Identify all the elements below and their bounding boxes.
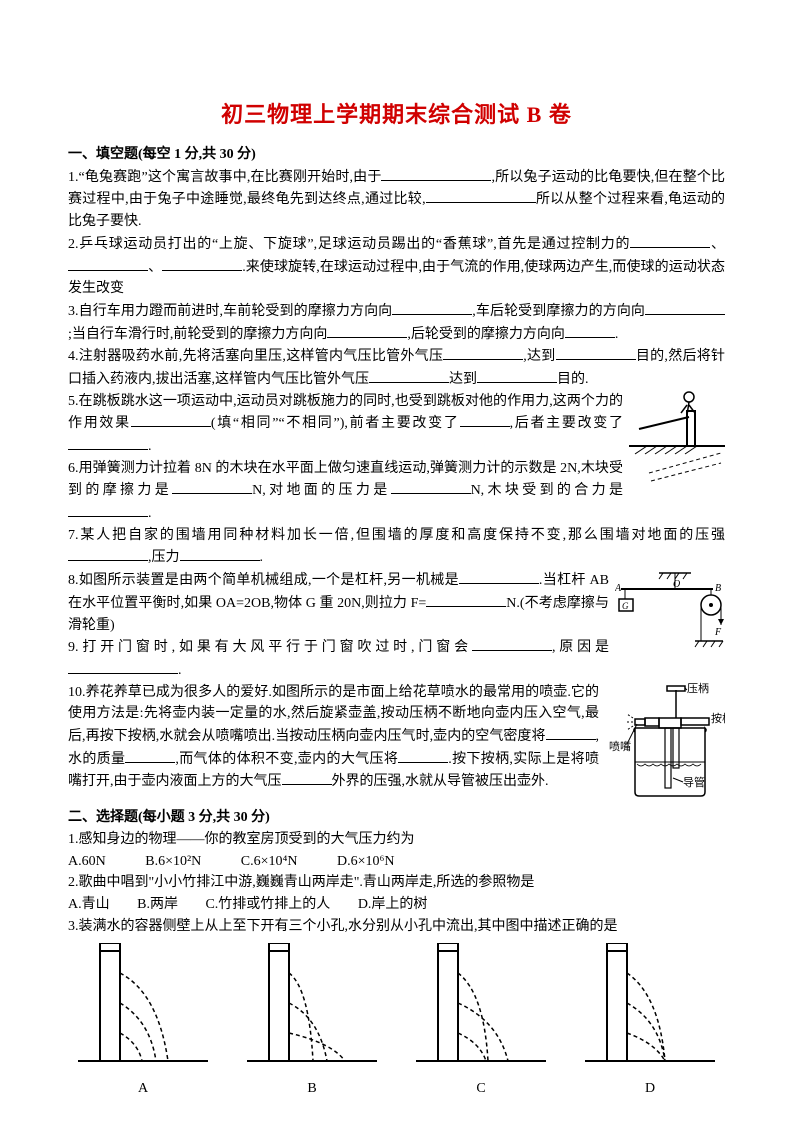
s2-q2-D: D.岸上的树 bbox=[358, 894, 428, 916]
s1-q3: 3.自行车用力蹬而前进时,车前轮受到的摩擦力方向向,车后轮受到摩擦力的方向向;当… bbox=[68, 300, 725, 345]
s1-q9: 9.打开门窗时,如果有大风平行于门窗吹过时,门窗会,原因是. bbox=[68, 636, 609, 681]
s1-q8-row: 8.如图所示装置是由两个简单机械组成,一个是杠杆,另一机械是.当杠杆 AB 在水… bbox=[68, 569, 725, 681]
section1-heading: 一、填空题(每空 1 分,共 30 分) bbox=[68, 144, 725, 166]
diving-board-figure bbox=[629, 391, 725, 491]
page-title: 初三物理上学期期末综合测试 B 卷 bbox=[68, 98, 725, 132]
sprayer-figure: 压柄 按柄 喷嘴 导管 bbox=[605, 682, 725, 808]
s2-q3-figures: A B C bbox=[68, 943, 725, 1099]
svg-text:G: G bbox=[622, 601, 629, 611]
s1-q10: 10.养花养草已成为很多人的爱好.如图所示的是市面上给花草喷水的最常用的喷壶.它… bbox=[68, 682, 599, 793]
s2-q2-C: C.竹排或竹排上的人 bbox=[205, 894, 330, 916]
s1-q2: 2.乒乓球运动员打出的“上旋、下旋球”,足球运动员踢出的“香蕉球”,首先是通过控… bbox=[68, 233, 725, 300]
s1-q6: 6.用弹簧测力计拉着 8N 的木块在水平面上做匀速直线运动,弹簧测力计的示数是 … bbox=[68, 458, 623, 525]
s2-q1-stem: 1.感知身边的物理——你的教室房顶受到的大气压力约为 bbox=[68, 829, 725, 851]
s2-q3-D-label: D bbox=[585, 1078, 715, 1100]
s1-q1: 1.“龟兔赛跑”这个寓言故事中,在比赛刚开始时,由于,所以兔子运动的比龟要快,但… bbox=[68, 166, 725, 233]
svg-text:F: F bbox=[714, 627, 722, 638]
s2-q1-A: A.60N bbox=[68, 851, 106, 873]
s2-q3-fig-B: B bbox=[247, 943, 377, 1099]
label-dg: 导管 bbox=[683, 775, 705, 789]
s2-q3-A-label: A bbox=[78, 1078, 208, 1100]
s2-q1-options: A.60N B.6×10²N C.6×10⁴N D.6×10⁶N bbox=[68, 851, 725, 873]
svg-text:A: A bbox=[615, 583, 622, 594]
s1-q5-q6-row: 5.在跳板跳水这一项运动中,运动员对跳板施力的同时,也受到跳板对他的作用力,这两… bbox=[68, 391, 725, 525]
s1-q5: 5.在跳板跳水这一项运动中,运动员对跳板施力的同时,也受到跳板对他的作用力,这两… bbox=[68, 391, 623, 458]
s2-q2-stem: 2.歌曲中唱到"小小竹排江中游,巍巍青山两岸走".青山两岸走,所选的参照物是 bbox=[68, 872, 725, 894]
label-yab: 压柄 bbox=[687, 682, 709, 695]
s1-q8: 8.如图所示装置是由两个简单机械组成,一个是杠杆,另一机械是.当杠杆 AB 在水… bbox=[68, 569, 609, 636]
s2-q3-C-label: C bbox=[416, 1078, 546, 1100]
svg-text:B: B bbox=[715, 583, 721, 594]
s2-q1-C: C.6×10⁴N bbox=[241, 851, 298, 873]
s2-q1-B: B.6×10²N bbox=[145, 851, 201, 873]
s2-q3-fig-D: D bbox=[585, 943, 715, 1099]
s1-q10-row: 10.养花养草已成为很多人的爱好.如图所示的是市面上给花草喷水的最常用的喷壶.它… bbox=[68, 682, 725, 808]
s2-q3-fig-C: C bbox=[416, 943, 546, 1099]
s1-q4: 4.注射器吸药水前,先将活塞向里压,这样管内气压比管外气压,达到目的,然后将针口… bbox=[68, 345, 725, 390]
s2-q3-fig-A: A bbox=[78, 943, 208, 1099]
s2-q1-D: D.6×10⁶N bbox=[337, 851, 395, 873]
s2-q2-options: A.青山 B.两岸 C.竹排或竹排上的人 D.岸上的树 bbox=[68, 894, 725, 916]
section2-heading: 二、选择题(每小题 3 分,共 30 分) bbox=[68, 807, 725, 829]
s2-q2-A: A.青山 bbox=[68, 894, 110, 916]
lever-pulley-figure: O A B G F bbox=[615, 569, 725, 661]
label-an: 按柄 bbox=[711, 711, 725, 725]
s1-q7: 7.某人把自家的围墙用同种材料加长一倍,但围墙的厚度和高度保持不变,那么围墙对地… bbox=[68, 525, 725, 569]
exam-page: 初三物理上学期期末综合测试 B 卷 一、填空题(每空 1 分,共 30 分) 1… bbox=[0, 0, 793, 1122]
s2-q3-B-label: B bbox=[247, 1078, 377, 1100]
s2-q2-B: B.两岸 bbox=[137, 894, 178, 916]
s2-q3-stem: 3.装满水的容器侧壁上从上至下开有三个小孔,水分别从小孔中流出,其中图中描述正确… bbox=[68, 916, 725, 938]
